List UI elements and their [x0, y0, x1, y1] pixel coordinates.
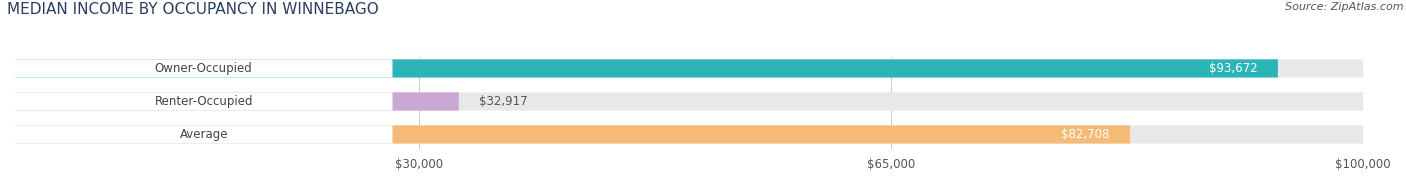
Text: Owner-Occupied: Owner-Occupied — [155, 62, 253, 75]
FancyBboxPatch shape — [15, 125, 1364, 143]
FancyBboxPatch shape — [15, 59, 1364, 78]
Text: Source: ZipAtlas.com: Source: ZipAtlas.com — [1285, 2, 1403, 12]
FancyBboxPatch shape — [15, 125, 392, 143]
FancyBboxPatch shape — [15, 92, 458, 111]
FancyBboxPatch shape — [15, 92, 392, 111]
FancyBboxPatch shape — [15, 92, 1364, 111]
Text: MEDIAN INCOME BY OCCUPANCY IN WINNEBAGO: MEDIAN INCOME BY OCCUPANCY IN WINNEBAGO — [7, 2, 378, 17]
Text: $93,672: $93,672 — [1209, 62, 1257, 75]
Text: Average: Average — [180, 128, 228, 141]
Text: Renter-Occupied: Renter-Occupied — [155, 95, 253, 108]
FancyBboxPatch shape — [15, 59, 1278, 78]
FancyBboxPatch shape — [15, 59, 392, 78]
Text: $82,708: $82,708 — [1062, 128, 1109, 141]
FancyBboxPatch shape — [15, 125, 1130, 143]
Text: $32,917: $32,917 — [479, 95, 527, 108]
